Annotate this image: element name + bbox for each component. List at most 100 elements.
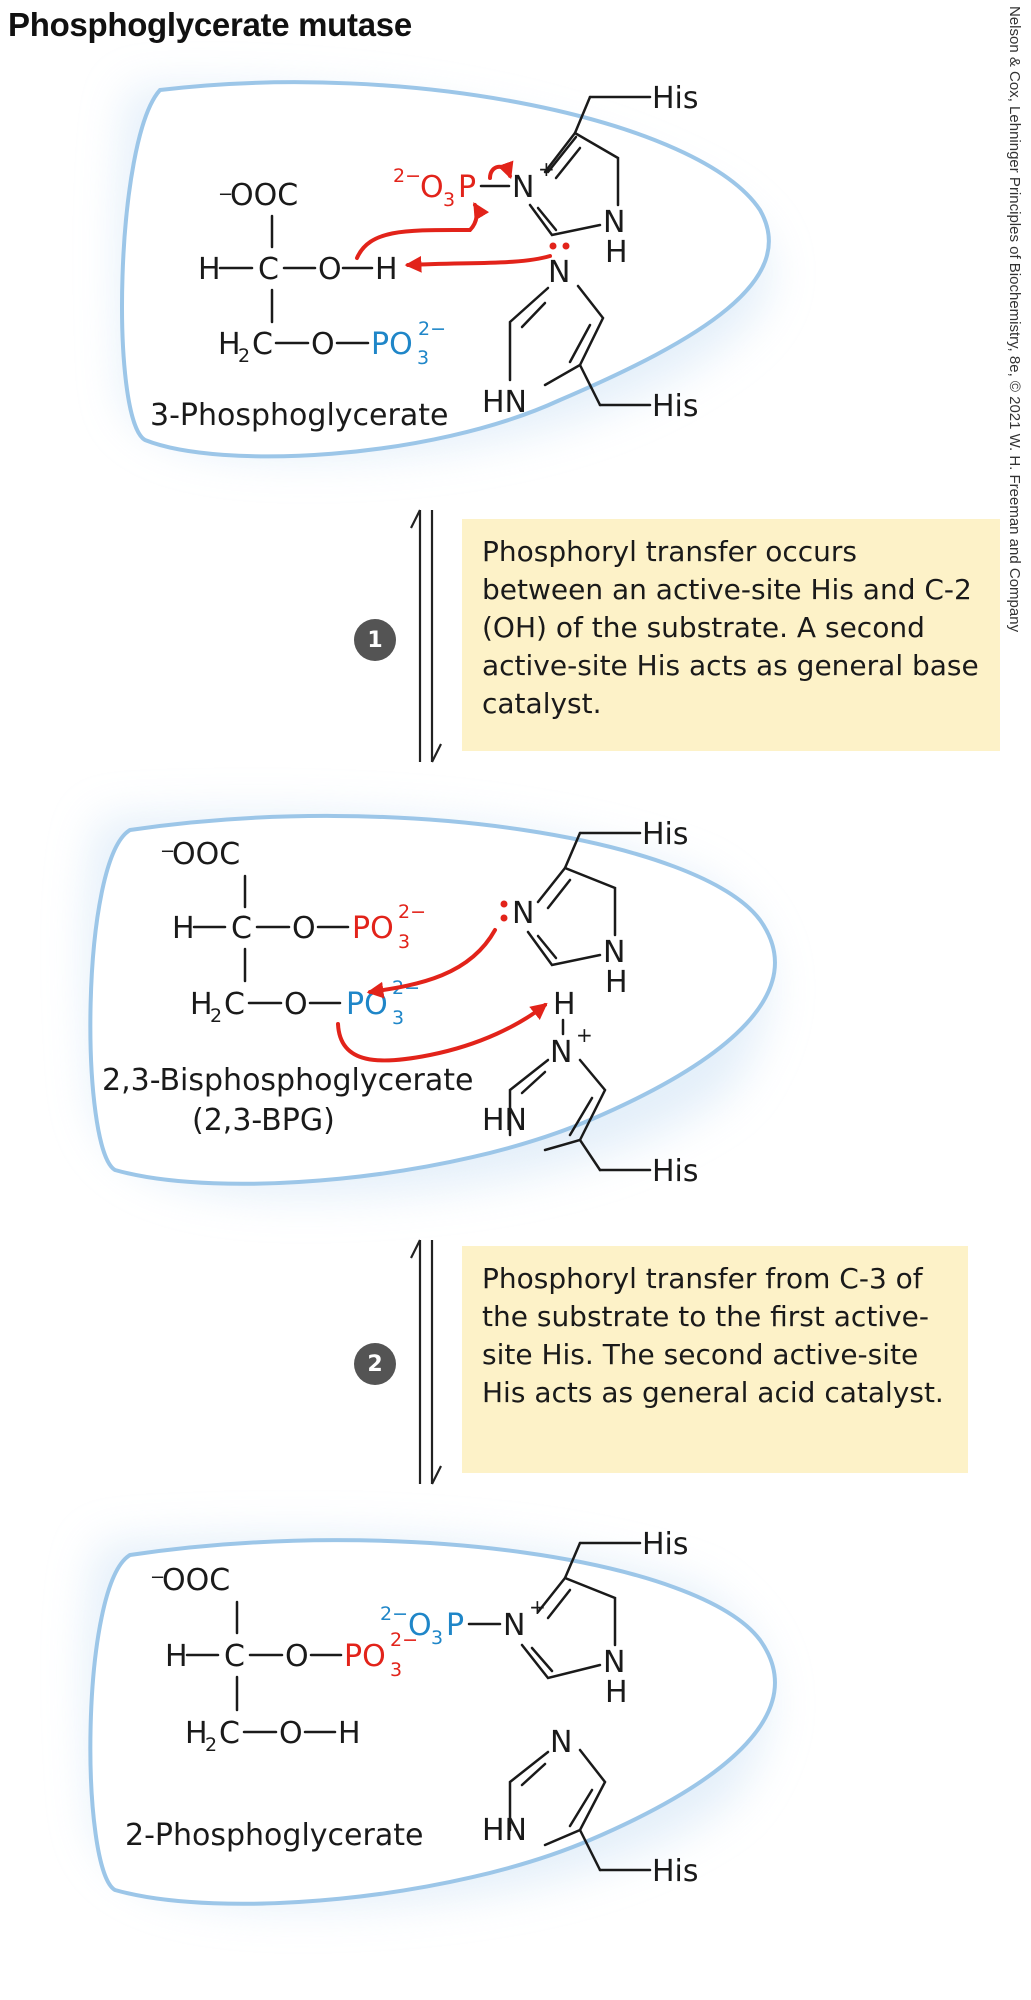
svg-text:HN: HN	[482, 1813, 527, 1848]
svg-text:+: +	[576, 1023, 593, 1047]
svg-text:N: N	[603, 935, 625, 970]
svg-text:2: 2	[205, 1734, 217, 1756]
state-3-name: 2-Phosphoglycerate	[125, 1818, 423, 1853]
svg-text:P: P	[458, 170, 476, 205]
svg-text:HN: HN	[482, 1103, 527, 1138]
c2-oxygen: O	[318, 252, 342, 287]
svg-text:His: His	[642, 1527, 689, 1562]
svg-text:OOC: OOC	[162, 1563, 230, 1598]
svg-text:H: H	[185, 1716, 208, 1751]
svg-text:N: N	[503, 1608, 525, 1643]
step-2-description: Phosphoryl transfer from C-3 of the subs…	[462, 1246, 968, 1473]
svg-text:+: +	[529, 1595, 546, 1619]
svg-text:2: 2	[210, 1005, 222, 1027]
svg-text:O: O	[285, 1639, 309, 1674]
svg-text:H: H	[190, 987, 213, 1022]
equilibrium-arrows-2	[410, 1239, 442, 1485]
svg-text:H: H	[605, 965, 628, 1000]
svg-text:O: O	[408, 1608, 432, 1643]
svg-text:2−: 2−	[418, 318, 446, 340]
c2-phosphoryl-red-3: PO 3 2−	[344, 1629, 418, 1681]
svg-text:H: H	[553, 987, 576, 1022]
svg-text:H: H	[165, 1639, 188, 1674]
svg-text:H: H	[605, 235, 628, 270]
svg-text:−: −	[160, 841, 175, 862]
svg-text:3: 3	[392, 1007, 404, 1029]
svg-text:H: H	[172, 911, 195, 946]
substrate-2-phosphoglycerate: − OOC H C O PO 3 2− H 2 C O H 2-Phosphog…	[125, 1563, 423, 1853]
svg-text:PO: PO	[344, 1639, 386, 1674]
svg-text:His: His	[652, 389, 699, 424]
pn-bond-arrow	[488, 160, 514, 180]
figure-title: Phosphoglycerate mutase	[8, 6, 412, 43]
svg-text:His: His	[652, 1854, 699, 1889]
svg-text:2: 2	[238, 345, 250, 367]
svg-text:H: H	[605, 1675, 628, 1710]
svg-text:His: His	[652, 1154, 699, 1189]
svg-text:3: 3	[398, 931, 410, 953]
svg-text:N: N	[550, 1725, 572, 1760]
state-1: − OOC H C O H H 2 C O PO 3 2− 3-Phosphog…	[150, 81, 699, 433]
svg-text:PO: PO	[371, 327, 413, 362]
svg-text:H: H	[198, 252, 221, 287]
svg-text:N: N	[548, 255, 570, 290]
svg-text:C: C	[224, 1639, 245, 1674]
svg-text:H: H	[218, 327, 241, 362]
active-site-pocket-1	[120, 80, 771, 459]
state-2-abbrev: (2,3-BPG)	[192, 1103, 335, 1138]
svg-text:O: O	[292, 911, 316, 946]
svg-text:−: −	[150, 1567, 165, 1588]
svg-text:O: O	[284, 987, 308, 1022]
his-label: His	[652, 81, 699, 116]
svg-text:3: 3	[390, 1659, 402, 1681]
svg-text:OOC: OOC	[172, 837, 240, 872]
svg-text:2−: 2−	[380, 1603, 408, 1625]
substrate-3-phosphoglycerate: − OOC H C O H H 2 C O PO 3 2− 3-Phosphog…	[150, 178, 448, 433]
c2-phosphoryl-red: PO 3 2−	[352, 901, 426, 953]
n-attack-arrow	[366, 928, 497, 999]
his-lower-neutral: N HN His	[482, 1725, 699, 1889]
substrate-2-3-bpg: − OOC H C O PO 3 2− H 2 C O PO 3 2	[102, 837, 473, 1138]
svg-text:His: His	[642, 817, 689, 852]
hydroxyl-hydrogen: H	[375, 252, 398, 287]
state-2-name: 2,3-Bisphosphoglycerate	[102, 1063, 473, 1098]
svg-text:N: N	[512, 170, 534, 205]
svg-text:N: N	[512, 896, 534, 931]
c2-carbon: C	[258, 252, 279, 287]
svg-text:HN: HN	[482, 385, 527, 420]
svg-text:O: O	[279, 1716, 303, 1751]
his-upper-free: N N H His	[500, 817, 689, 1000]
svg-text:3: 3	[417, 347, 429, 369]
carboxylate: OOC	[230, 178, 298, 213]
svg-text:PO: PO	[352, 911, 394, 946]
svg-text:C: C	[231, 911, 252, 946]
svg-text:H: H	[338, 1716, 361, 1751]
his-base-lower: N HN His	[482, 242, 699, 424]
state-2: − OOC H C O PO 3 2− H 2 C O PO 3 2	[102, 817, 699, 1189]
step-2-badge: 2	[354, 1343, 396, 1385]
svg-text:C: C	[224, 987, 245, 1022]
active-site-pocket-3	[88, 1538, 777, 1906]
oxygen-attack-arrow	[355, 202, 490, 260]
svg-text:3: 3	[431, 1627, 443, 1649]
equilibrium-arrows-1	[410, 509, 442, 763]
his-lower-protonated: H N + HN His	[482, 987, 699, 1189]
svg-text:3: 3	[443, 189, 455, 211]
svg-text:O: O	[420, 170, 444, 205]
phospho-his-upper: 2− O 3 P N + N H His	[393, 81, 699, 270]
phospho-his-upper-3: 2− O 3 P N + N H His	[380, 1527, 689, 1710]
svg-text:C: C	[252, 327, 273, 362]
svg-text:2−: 2−	[393, 165, 421, 187]
c3-phosphoryl-blue: PO 3 2−	[371, 318, 446, 369]
state-1-name: 3-Phosphoglycerate	[150, 398, 448, 433]
step-1-description: Phosphoryl transfer occurs between an ac…	[462, 519, 1000, 751]
svg-text:N: N	[603, 1645, 625, 1680]
his-phosphoryl-blue: 2− O 3 P	[380, 1603, 464, 1649]
step-1-badge: 1	[354, 619, 396, 661]
svg-text:C: C	[219, 1716, 240, 1751]
his-phosphoryl-red: 2− O 3 P	[393, 165, 476, 211]
proton-abstraction-arrow	[404, 254, 552, 273]
svg-text:2−: 2−	[398, 901, 426, 923]
svg-text:O: O	[311, 327, 335, 362]
